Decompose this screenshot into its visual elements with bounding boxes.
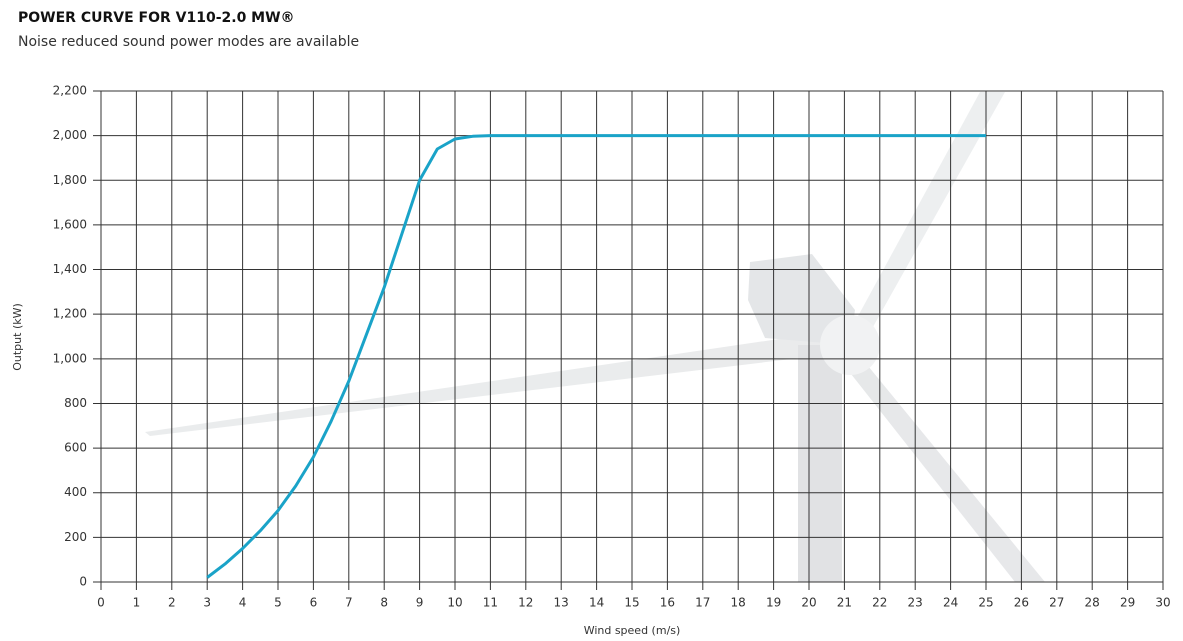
y-tick-label: 1,000	[53, 351, 87, 365]
x-tick-label: 30	[1155, 596, 1170, 610]
chart-subtitle: Noise reduced sound power modes are avai…	[18, 34, 359, 50]
x-tick-label: 22	[872, 596, 887, 610]
x-tick-label: 0	[97, 596, 105, 610]
x-tick-label: 13	[554, 596, 569, 610]
x-tick-label: 20	[801, 596, 816, 610]
x-tick-label: 19	[766, 596, 781, 610]
y-tick-label: 800	[64, 396, 87, 410]
x-tick-label: 28	[1085, 596, 1100, 610]
chart-title: POWER CURVE FOR V110-2.0 MW®	[18, 10, 295, 26]
x-tick-label: 5	[274, 596, 282, 610]
x-tick-label: 23	[908, 596, 923, 610]
x-tick-label: 9	[416, 596, 424, 610]
x-tick-label: 26	[1014, 596, 1029, 610]
x-tick-label: 24	[943, 596, 958, 610]
x-tick-label: 4	[239, 596, 247, 610]
y-tick-label: 2,000	[53, 128, 87, 142]
x-tick-label: 21	[837, 596, 852, 610]
y-tick-label: 400	[64, 485, 87, 499]
x-tick-label: 12	[518, 596, 533, 610]
x-tick-label: 8	[380, 596, 388, 610]
x-tick-label: 29	[1120, 596, 1135, 610]
y-tick-label: 1,400	[53, 262, 87, 276]
y-tick-label: 2,200	[53, 84, 87, 98]
x-tick-label: 15	[624, 596, 639, 610]
x-tick-label: 6	[310, 596, 318, 610]
x-tick-label: 16	[660, 596, 675, 610]
y-tick-label: 1,600	[53, 217, 87, 231]
x-tick-label: 18	[731, 596, 746, 610]
x-tick-label: 27	[1049, 596, 1064, 610]
chart: POWER CURVE FOR V110-2.0 MW® Noise reduc…	[0, 0, 1183, 641]
y-axis-label: Output (kW)	[11, 303, 24, 371]
x-axis-label: Wind speed (m/s)	[584, 624, 681, 637]
y-tick-label: 1,800	[53, 173, 87, 187]
x-tick-label: 25	[978, 596, 993, 610]
x-tick-label: 3	[203, 596, 211, 610]
page: {"chart_data": {"type": "line", "title":…	[0, 0, 1183, 641]
x-tick-label: 14	[589, 596, 604, 610]
y-tick-label: 1,200	[53, 307, 87, 321]
x-tick-label: 11	[483, 596, 498, 610]
y-tick-label: 600	[64, 441, 87, 455]
y-tick-label: 0	[79, 575, 87, 589]
x-tick-label: 1	[133, 596, 141, 610]
x-tick-label: 7	[345, 596, 353, 610]
y-tick-label: 200	[64, 530, 87, 544]
x-tick-label: 2	[168, 596, 176, 610]
x-tick-label: 17	[695, 596, 710, 610]
x-tick-label: 10	[447, 596, 462, 610]
